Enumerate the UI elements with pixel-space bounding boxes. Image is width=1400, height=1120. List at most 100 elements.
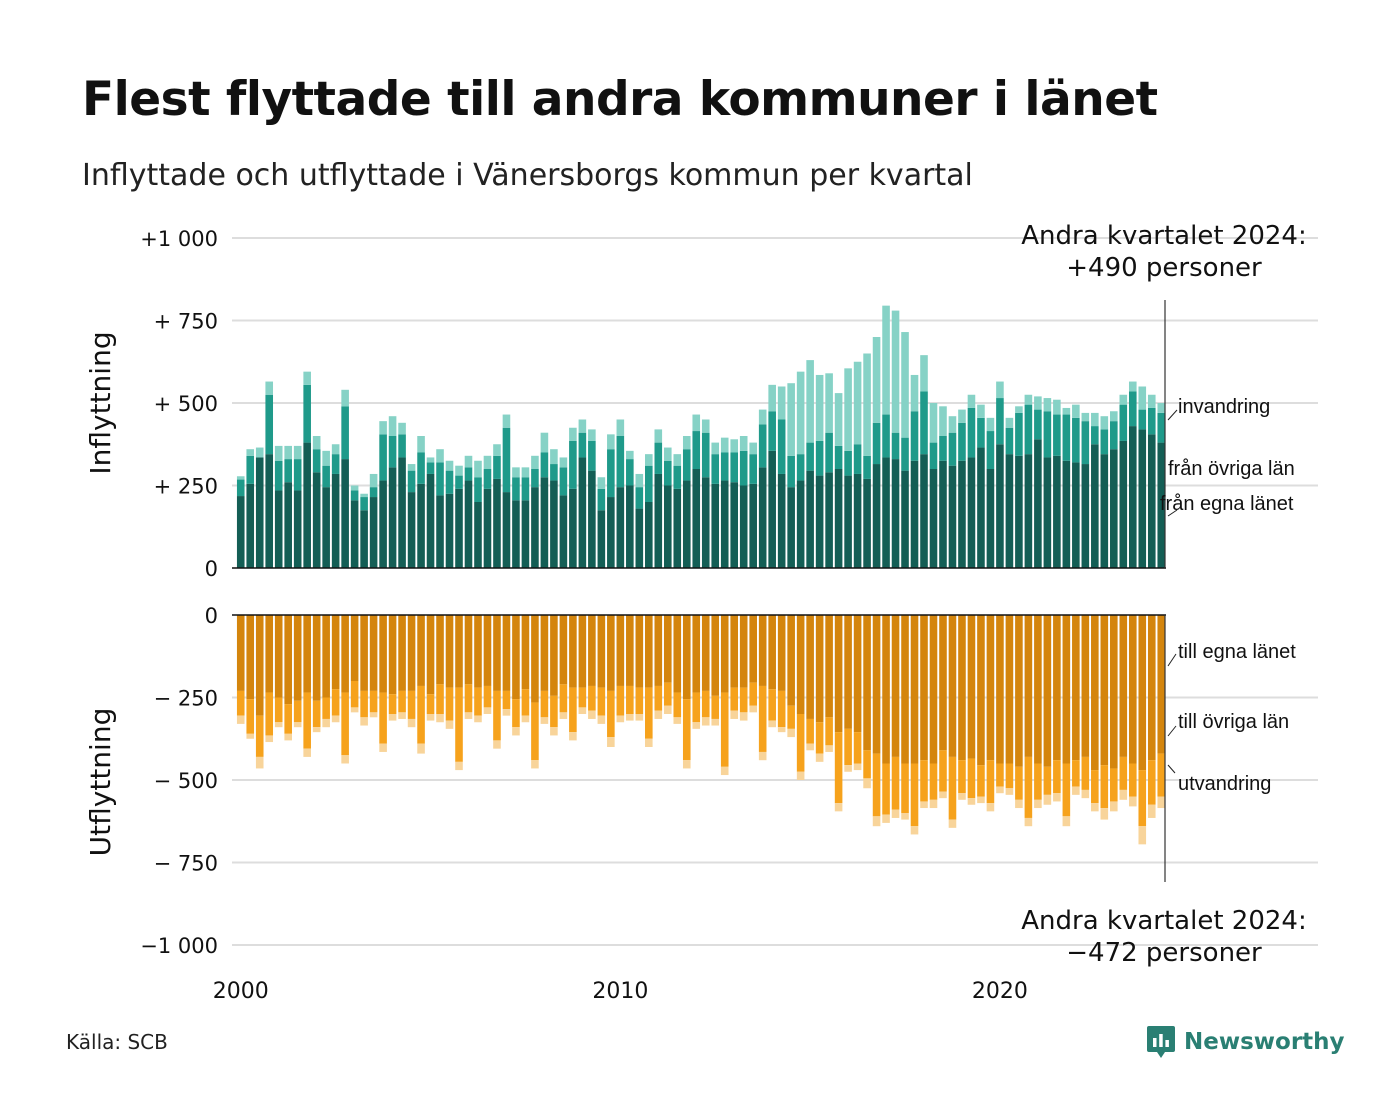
out-bar-segment (445, 615, 454, 688)
in-bar-segment (1053, 455, 1061, 568)
out-bar-segment (996, 763, 1004, 787)
in-bar-segment (236, 479, 245, 497)
out-bar-segment (578, 615, 587, 688)
out-bar-segment (1005, 763, 1014, 789)
in-bar-segment (645, 502, 653, 568)
out-bar-segment (559, 712, 568, 719)
in-bar-segment (825, 373, 833, 433)
out-bar-segment (303, 615, 311, 693)
out-bar-segment (284, 733, 292, 741)
out-bar-segment (597, 687, 606, 716)
out-bar-segment (512, 615, 520, 700)
out-bar-segment (815, 722, 824, 754)
series-label-fran-ovriga-lan-text: från övriga län (1168, 458, 1295, 480)
in-bar-segment (550, 449, 558, 465)
in-bar-segment (597, 477, 606, 489)
in-bar-segment (369, 487, 378, 498)
brand[interactable]: Newsworthy (1146, 1024, 1345, 1060)
axis-layer: 0 + 250 + 500 + 750 +1 000 0 − 250 − 500 − 750 −1… (140, 227, 1166, 1004)
out-bar-segment (1138, 826, 1147, 845)
out-bar-segment (645, 615, 653, 688)
in-bar-segment (322, 465, 330, 488)
in-bar-segment (1157, 403, 1166, 413)
out-bar-segment (1110, 801, 1118, 812)
out-bar-segment (863, 750, 871, 779)
out-bar-segment (986, 803, 995, 812)
in-bar-segment (834, 393, 843, 446)
out-bar-segment (730, 710, 739, 719)
in-bar-segment (341, 406, 349, 460)
out-bar-segment (322, 697, 330, 719)
out-bar-segment (1128, 796, 1137, 807)
in-bar-segment (426, 457, 435, 463)
out-bar-segment (939, 750, 947, 792)
out-bar-segment (853, 763, 862, 771)
in-bar-segment (967, 407, 976, 458)
in-bar-segment (293, 445, 302, 460)
in-bar-segment (493, 478, 501, 568)
out-bar-segment (360, 615, 368, 691)
in-bar-segment (1072, 462, 1080, 568)
in-bar-segment (265, 454, 274, 568)
in-bar-segment (398, 422, 406, 435)
in-bar-segment (550, 480, 558, 568)
out-bar-segment (749, 615, 757, 683)
in-bar-segment (635, 508, 644, 568)
out-bar-segment (891, 615, 900, 757)
in-bar-segment (455, 488, 463, 568)
in-bar-segment (436, 495, 444, 568)
out-bar-segment (474, 615, 482, 688)
chart-subtitle: Inflyttade och utflyttade i Vänersborgs … (82, 158, 973, 193)
out-bar-segment (654, 710, 663, 719)
in-bar-segment (1062, 460, 1071, 568)
out-bar-segment (388, 694, 397, 714)
out-bar-segment (1128, 615, 1137, 764)
in-bar-segment (597, 510, 606, 568)
in-bar-segment (1110, 421, 1118, 450)
out-bar-segment (331, 715, 340, 723)
series-label-fran-ovriga-lan: från övriga län (1168, 458, 1295, 480)
out-bar-segment (663, 705, 672, 714)
out-bar-segment (701, 717, 710, 726)
out-bar-segment (274, 697, 283, 723)
out-bar-segment (312, 615, 321, 701)
out-bar-segment (1091, 615, 1099, 771)
in-bar-segment (645, 465, 653, 502)
in-bar-segment (939, 406, 947, 436)
out-bar-segment (616, 685, 625, 716)
in-bar-segment (996, 398, 1004, 445)
in-bar-segment (720, 480, 729, 568)
in-bar-segment (796, 371, 805, 455)
in-bar-segment (626, 485, 634, 568)
out-bar-segment (910, 615, 919, 764)
out-bar-segment (588, 615, 596, 686)
in-bar-segment (796, 480, 805, 568)
in-bar-segment (701, 432, 710, 478)
in-bar-segment (863, 455, 871, 479)
out-bar-segment (1053, 793, 1061, 802)
out-annotation-line2: −472 personer (1066, 938, 1262, 968)
in-bar-segment (531, 469, 539, 488)
in-bar-segment (1157, 442, 1166, 568)
in-bar-segment (350, 490, 359, 501)
in-bar-segment (284, 445, 292, 460)
in-bar-segment (331, 444, 340, 455)
in-bar-segment (521, 500, 530, 568)
in-bar-segment (445, 493, 454, 568)
out-bar-segment (1081, 615, 1090, 757)
out-bar-segment (996, 786, 1004, 794)
out-bar-segment (796, 714, 805, 772)
in-bar-segment (834, 469, 843, 568)
out-bar-segment (720, 766, 729, 776)
in-bar-segment (853, 444, 862, 474)
out-bar-segment (1128, 763, 1137, 797)
out-bar-segment (701, 615, 710, 691)
in-bar-segment (730, 452, 739, 483)
out-bar-segment (502, 615, 511, 691)
out-bar-segment (246, 733, 255, 739)
out-bar-segment (483, 685, 492, 708)
out-bar-segment (1157, 753, 1166, 797)
out-bar-segment (445, 720, 454, 729)
in-bar-segment (1138, 386, 1147, 410)
in-bar-segment (806, 442, 814, 471)
